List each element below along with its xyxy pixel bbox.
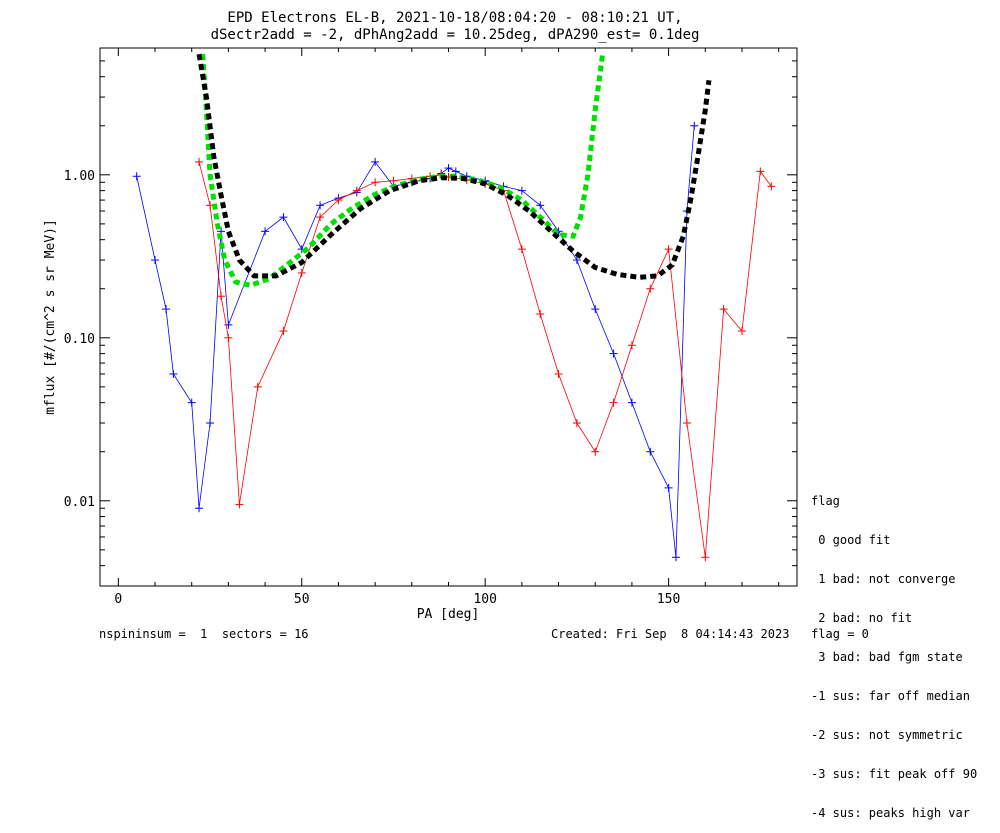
data-point bbox=[536, 201, 545, 210]
data-point bbox=[517, 245, 526, 254]
data-point bbox=[206, 419, 215, 428]
data-point bbox=[316, 213, 325, 222]
legend-item: 2 bad: no fit bbox=[811, 611, 913, 625]
data-point bbox=[627, 341, 636, 350]
data-point bbox=[671, 553, 680, 562]
legend-item: -1 sus: far off median bbox=[811, 689, 970, 703]
data-point bbox=[444, 164, 453, 173]
data-point bbox=[536, 309, 545, 318]
plot-marks bbox=[132, 53, 776, 562]
data-point bbox=[627, 398, 636, 407]
legend-item: -3 sus: fit peak off 90 bbox=[811, 767, 978, 781]
legend-item: -2 sus: not symmetric bbox=[811, 728, 963, 742]
data-point bbox=[756, 167, 765, 176]
data-point bbox=[279, 327, 288, 336]
data-point bbox=[162, 305, 171, 314]
x-axis-label: PA [deg] bbox=[417, 607, 480, 622]
y-tick-label: 0.10 bbox=[64, 332, 95, 347]
chart-title: EPD Electrons EL-B, 2021-10-18/08:04:20 … bbox=[227, 10, 682, 26]
data-point bbox=[517, 186, 526, 195]
data-point bbox=[591, 447, 600, 456]
data-point bbox=[316, 201, 325, 210]
footer-left: nspininsum = 1 sectors = 16 bbox=[99, 627, 309, 641]
data-point bbox=[169, 369, 178, 378]
y-tick-label: 0.01 bbox=[64, 495, 95, 510]
data-point bbox=[187, 398, 196, 407]
data-point bbox=[767, 182, 776, 191]
series-line bbox=[136, 125, 695, 558]
data-point bbox=[609, 398, 618, 407]
y-axis-label: mflux [#/(cm^2 s sr MeV)] bbox=[43, 219, 58, 415]
x-tick-label: 0 bbox=[114, 592, 122, 607]
data-point bbox=[646, 284, 655, 293]
data-point bbox=[719, 305, 728, 314]
data-point bbox=[195, 157, 204, 166]
chart: EPD Electrons EL-B, 2021-10-18/08:04:20 … bbox=[43, 10, 798, 622]
data-point bbox=[253, 382, 262, 391]
footer-right: Created: Fri Sep 8 04:14:43 2023 flag = … bbox=[551, 627, 869, 641]
data-point bbox=[151, 256, 160, 265]
data-point bbox=[664, 245, 673, 254]
legend-item: 0 good fit bbox=[811, 533, 891, 547]
legend-item: -4 sus: peaks high var bbox=[811, 806, 970, 820]
fit-curve bbox=[196, 53, 712, 280]
data-point bbox=[389, 176, 398, 185]
data-point bbox=[195, 504, 204, 513]
data-point bbox=[646, 447, 655, 456]
data-point bbox=[737, 327, 746, 336]
data-point bbox=[554, 369, 563, 378]
legend-item: 1 bad: not converge bbox=[811, 572, 956, 586]
data-point bbox=[572, 419, 581, 428]
y-tick-label: 1.00 bbox=[64, 169, 95, 184]
data-point bbox=[261, 227, 270, 236]
x-tick-label: 150 bbox=[657, 592, 680, 607]
data-point bbox=[371, 178, 380, 187]
data-point bbox=[279, 213, 288, 222]
axes: 0 50 100 150 0.01 0.10 1.00 bbox=[64, 47, 797, 607]
data-point bbox=[690, 121, 699, 130]
data-point bbox=[132, 172, 141, 181]
x-tick-label: 50 bbox=[294, 592, 310, 607]
legend-title: flag bbox=[811, 494, 840, 508]
data-point bbox=[572, 256, 581, 265]
data-point bbox=[371, 157, 380, 166]
data-point bbox=[701, 553, 710, 562]
chart-subtitle: dSectr2add = -2, dPhAng2add = 10.25deg, … bbox=[211, 27, 700, 43]
data-point bbox=[352, 186, 361, 195]
data-point bbox=[217, 292, 226, 301]
data-point bbox=[334, 196, 343, 205]
data-point bbox=[591, 305, 600, 314]
data-point bbox=[297, 268, 306, 277]
data-point bbox=[609, 349, 618, 358]
flag-legend: flag 0 good fit 1 bad: not converge 2 ba… bbox=[811, 469, 977, 833]
fit-curve bbox=[200, 53, 606, 288]
data-point bbox=[451, 167, 460, 176]
data-point bbox=[682, 419, 691, 428]
plot-frame bbox=[99, 47, 798, 587]
x-tick-label: 100 bbox=[473, 592, 496, 607]
data-point bbox=[235, 500, 244, 509]
data-point bbox=[224, 333, 233, 342]
data-point bbox=[664, 483, 673, 492]
legend-item: 3 bad: bad fgm state bbox=[811, 650, 963, 664]
